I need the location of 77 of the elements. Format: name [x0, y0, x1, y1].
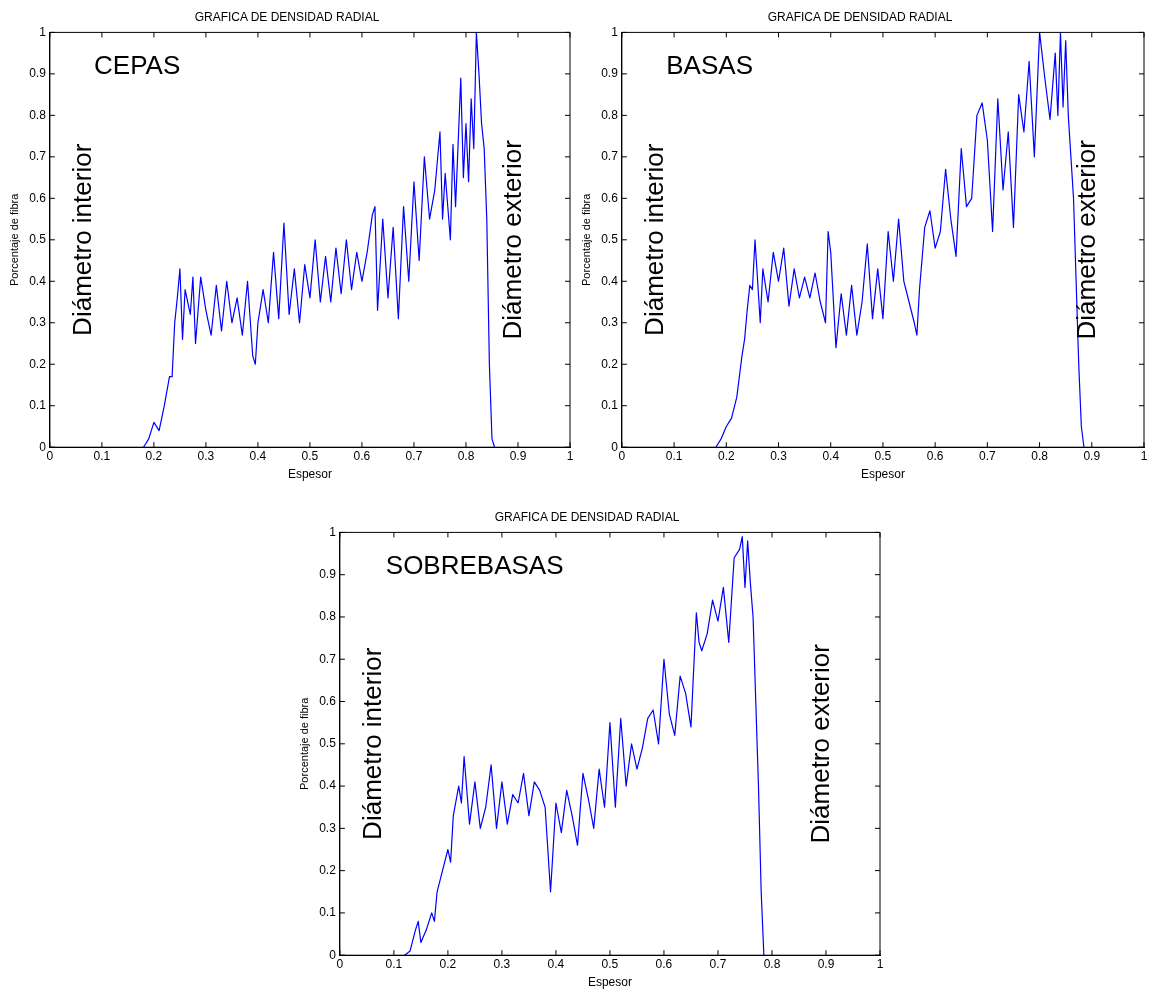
x-tick-label: 1: [876, 956, 884, 971]
x-tick-label: 0.1: [93, 448, 111, 463]
x-tick-label: 0.3: [770, 448, 788, 463]
x-tick-label: 0.7: [979, 448, 997, 463]
x-tick-label: 0.5: [301, 448, 319, 463]
x-tick-label: 0.6: [655, 956, 673, 971]
annotation: Diámetro interior: [67, 143, 98, 336]
x-tick-label: 1: [566, 448, 574, 463]
x-tick-label: 0.7: [405, 448, 423, 463]
y-tick-label: 0.8: [319, 609, 337, 624]
chart-title: GRAFICA DE DENSIDAD RADIAL: [494, 509, 680, 524]
y-tick-label: 0.9: [29, 66, 47, 81]
y-tick-label: 0.2: [29, 356, 47, 371]
x-tick-label: 0.8: [457, 448, 475, 463]
annotation: CEPAS: [94, 49, 181, 80]
x-tick-label: 0.9: [817, 956, 835, 971]
chart-title: GRAFICA DE DENSIDAD RADIAL: [194, 9, 380, 24]
y-tick-label: 0.8: [601, 107, 619, 122]
y-tick-label: 0.9: [319, 566, 337, 581]
annotation: Diámetro interior: [357, 647, 388, 840]
y-tick-label: 0.9: [601, 66, 619, 81]
x-tick-label: 0.3: [197, 448, 215, 463]
y-tick-label: 0.1: [601, 398, 619, 413]
x-tick-label: 0.3: [493, 956, 511, 971]
y-tick-label: 0.7: [29, 149, 47, 164]
x-tick-label: 0.9: [509, 448, 527, 463]
y-tick-label: 0.3: [319, 820, 337, 835]
y-tick-label: 0.7: [319, 651, 337, 666]
x-tick-label: 0.9: [1083, 448, 1101, 463]
y-tick-label: 0.6: [319, 693, 337, 708]
annotation: BASAS: [666, 49, 753, 80]
y-tick-label: 0.7: [601, 149, 619, 164]
y-tick-label: 0.2: [601, 356, 619, 371]
y-tick-label: 0.6: [29, 190, 47, 205]
x-tick-label: 0.8: [1031, 448, 1049, 463]
x-axis-title: Espesor: [587, 975, 632, 990]
y-axis-title: Porcentaje de fibra: [579, 192, 592, 286]
x-tick-label: 0.4: [249, 448, 267, 463]
x-tick-label: 0.7: [709, 956, 727, 971]
x-tick-label: 0.5: [874, 448, 892, 463]
annotation: Diámetro exterior: [496, 139, 527, 340]
x-tick-label: 0.1: [385, 956, 403, 971]
annotation: Diámetro exterior: [1070, 139, 1101, 340]
annotation: SOBREBASAS: [385, 549, 564, 580]
annotation: Diámetro exterior: [805, 643, 836, 844]
y-tick-label: 0.1: [319, 905, 337, 920]
y-tick-label: 0.3: [29, 315, 47, 330]
x-tick-label: 0.2: [145, 448, 163, 463]
chart-title: GRAFICA DE DENSIDAD RADIAL: [767, 9, 953, 24]
y-tick-label: 0.1: [29, 398, 47, 413]
y-tick-label: 0.4: [601, 273, 619, 288]
y-tick-label: 0.4: [29, 273, 47, 288]
annotation: Diámetro interior: [639, 143, 670, 336]
x-axis-title: Espesor: [860, 467, 905, 482]
y-axis-title: Porcentaje de fibra: [7, 192, 20, 286]
x-tick-label: 0.6: [926, 448, 944, 463]
x-tick-label: 0.2: [439, 956, 457, 971]
y-tick-label: 0.5: [601, 232, 619, 247]
y-tick-label: 0.2: [319, 862, 337, 877]
y-tick-label: 0.8: [29, 107, 47, 122]
x-tick-label: 0.4: [547, 956, 565, 971]
x-tick-label: 1: [1140, 448, 1148, 463]
x-axis-title: Espesor: [287, 467, 332, 482]
x-tick-label: 0.8: [763, 956, 781, 971]
x-tick-label: 0.1: [665, 448, 683, 463]
y-tick-label: 0.4: [319, 778, 337, 793]
y-tick-label: 0.6: [601, 190, 619, 205]
y-tick-label: 1: [39, 24, 47, 39]
x-tick-label: 0.2: [717, 448, 735, 463]
y-tick-label: 0.5: [319, 736, 337, 751]
x-tick-label: 0.4: [822, 448, 840, 463]
y-tick-label: 1: [611, 24, 619, 39]
y-tick-label: 1: [329, 524, 337, 539]
y-tick-label: 0.3: [601, 315, 619, 330]
x-tick-label: 0.6: [353, 448, 371, 463]
y-axis-title: Porcentaje de fibra: [297, 696, 310, 790]
y-tick-label: 0.5: [29, 232, 47, 247]
